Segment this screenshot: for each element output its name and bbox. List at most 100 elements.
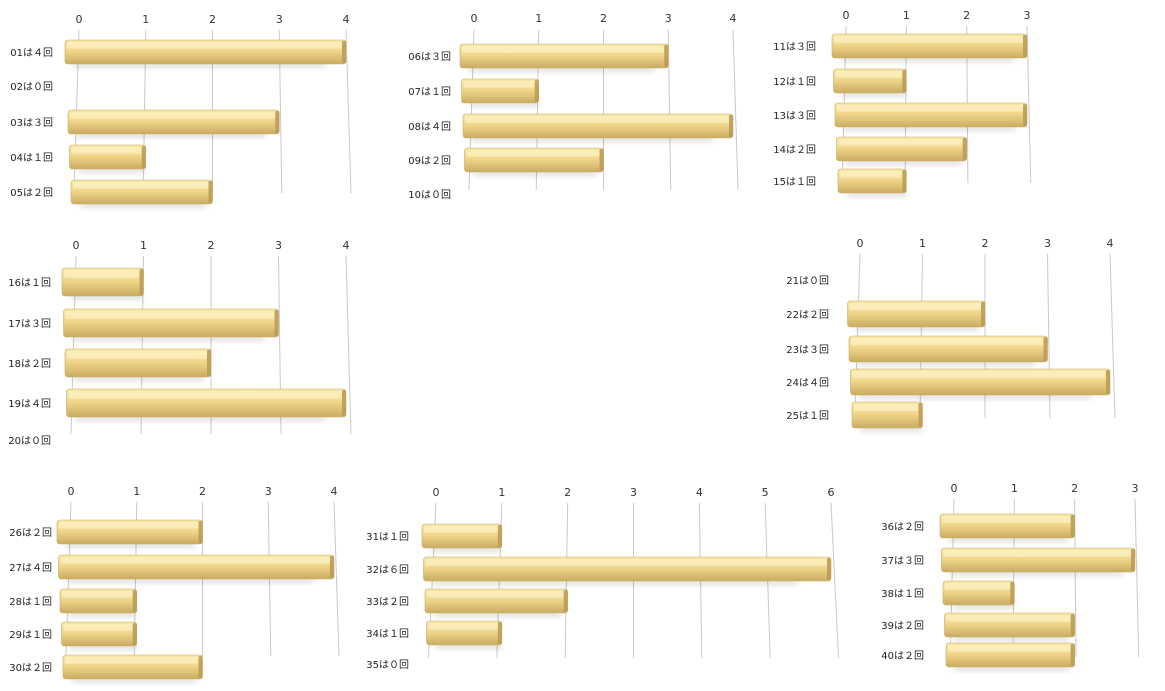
chart-panel-2: 0 1 2 3 4 06は３回 07は１回 08は４回 09は２回 10は０回 <box>408 12 739 201</box>
gridline <box>1109 253 1116 419</box>
bar-highlight <box>838 139 963 146</box>
bar-end-cap <box>1070 614 1075 636</box>
x-tick-label: 0 <box>857 237 864 250</box>
bar-end-cap <box>275 111 280 133</box>
category-label: 20は０回 <box>8 435 51 447</box>
x-tick-label: 0 <box>433 486 440 499</box>
bar-end-cap <box>827 558 831 580</box>
bar-highlight <box>943 550 1131 557</box>
x-tick-label: 5 <box>762 486 769 499</box>
category-label: 03は３回 <box>10 117 53 129</box>
bar-end-cap <box>599 149 604 171</box>
category-label: 30は２回 <box>9 662 52 674</box>
bar-highlight <box>63 624 133 631</box>
x-tick-label: 2 <box>209 13 216 26</box>
x-tick-label: 3 <box>275 239 282 252</box>
x-tick-label: 2 <box>963 9 970 22</box>
bar-end-cap <box>274 310 279 336</box>
category-label: 31は１回 <box>366 531 409 543</box>
x-tick-label: 0 <box>73 239 80 252</box>
bar-highlight <box>68 391 342 399</box>
bar-highlight <box>946 615 1071 622</box>
category-label: 40は２回 <box>881 650 924 662</box>
gridline <box>345 29 352 194</box>
category-label: 23は３回 <box>786 344 829 356</box>
bar-end-cap <box>132 623 137 645</box>
bar-end-cap <box>139 269 144 295</box>
x-tick-label: 3 <box>265 485 272 498</box>
chart-panel-6: 0 1 2 3 4 26は２回 27は４回 28は１回 29は１回 30は２回 <box>9 485 340 683</box>
x-tick-label: 3 <box>276 13 283 26</box>
bar-end-cap <box>497 622 502 644</box>
x-tick-label: 2 <box>982 237 989 250</box>
x-tick-label: 1 <box>1011 482 1018 495</box>
category-label: 28は１回 <box>9 596 52 608</box>
category-label: 12は１回 <box>773 76 816 88</box>
bar-highlight <box>60 557 330 564</box>
bar-highlight <box>425 559 827 566</box>
category-label: 35は０回 <box>366 659 409 671</box>
gridline <box>1134 498 1140 658</box>
bar-highlight <box>466 150 600 157</box>
category-label: 10は０回 <box>408 189 451 201</box>
bar-end-cap <box>1023 35 1027 57</box>
category-label: 24は４回 <box>786 377 829 389</box>
gridline <box>345 255 352 435</box>
category-label: 25は１回 <box>786 410 829 422</box>
bar-highlight <box>428 623 498 630</box>
x-tick-label: 3 <box>665 12 672 25</box>
bar-highlight <box>462 46 665 53</box>
bar-highlight <box>840 171 903 178</box>
bar-end-cap <box>198 521 203 543</box>
bar-highlight <box>424 526 498 533</box>
category-label: 14は２回 <box>773 144 816 156</box>
category-label: 06は３回 <box>408 51 451 63</box>
chart-panel-1: 0 1 2 3 4 01は４回 02は０回 03は３回 04は１回 05は２回 <box>10 13 352 208</box>
bar-highlight <box>71 147 142 154</box>
category-label: 34は１回 <box>366 628 409 640</box>
category-label: 11は３回 <box>773 41 816 53</box>
category-label: 07は１回 <box>408 86 451 98</box>
bar-end-cap <box>981 302 985 326</box>
x-tick-label: 4 <box>730 12 737 25</box>
x-tick-label: 0 <box>76 13 83 26</box>
bar-highlight <box>67 42 342 49</box>
category-label: 02は０回 <box>10 81 53 93</box>
bar-end-cap <box>1043 337 1048 361</box>
x-tick-label: 1 <box>903 9 910 22</box>
x-tick-label: 1 <box>498 486 505 499</box>
category-label: 38は１回 <box>881 588 924 600</box>
category-label: 33は２回 <box>366 596 409 608</box>
category-label: 17は３回 <box>8 318 51 330</box>
x-tick-label: 0 <box>951 482 958 495</box>
chart-panel-7: 0 1 2 3 4 5 6 31は１回 32は６回 33は２回 34は１回 35は０回 <box>366 486 839 671</box>
category-label: 13は３回 <box>773 110 816 122</box>
bar-highlight <box>834 36 1023 43</box>
category-label: 32は６回 <box>366 564 409 576</box>
category-label: 18は２回 <box>8 358 51 370</box>
category-label: 19は４回 <box>8 398 51 410</box>
bar-end-cap <box>342 390 346 416</box>
bar-highlight <box>65 657 199 664</box>
bar-highlight <box>948 645 1071 652</box>
x-tick-label: 1 <box>535 12 542 25</box>
category-label: 04は１回 <box>10 152 53 164</box>
x-tick-label: 1 <box>919 237 926 250</box>
category-label: 01は４回 <box>10 47 53 59</box>
category-label: 08は４回 <box>408 121 451 133</box>
bar-end-cap <box>918 403 923 427</box>
bar-end-cap <box>1070 515 1075 537</box>
category-label: 09は２回 <box>408 155 451 167</box>
bar-end-cap <box>198 656 203 678</box>
category-label: 05は２回 <box>10 187 53 199</box>
x-tick-label: 3 <box>1024 9 1031 22</box>
bar-highlight <box>70 112 276 119</box>
bar-end-cap <box>902 70 907 92</box>
x-tick-label: 1 <box>133 485 140 498</box>
category-label: 36は２回 <box>881 521 924 533</box>
gridline <box>667 29 672 191</box>
gridline <box>333 501 340 657</box>
bar-highlight <box>59 522 199 529</box>
bar-end-cap <box>902 170 907 192</box>
